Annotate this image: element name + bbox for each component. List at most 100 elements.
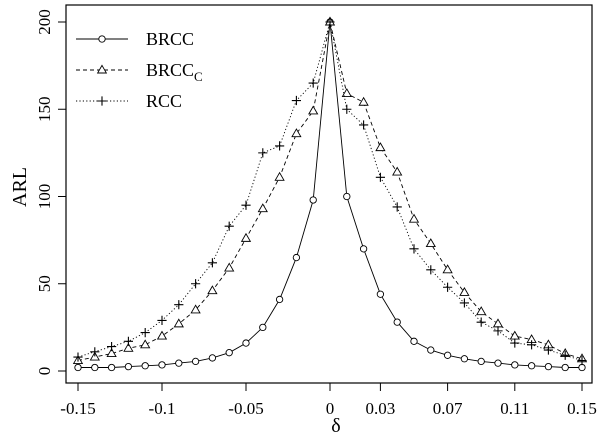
series-3 (73, 17, 587, 366)
data-point (358, 96, 369, 106)
data-point (175, 359, 183, 367)
data-point (242, 339, 250, 347)
data-point (158, 361, 166, 369)
data-point (476, 306, 487, 316)
data-point (543, 345, 553, 355)
x-tick-label: 0.03 (366, 399, 396, 418)
data-point (191, 279, 201, 289)
data-point (275, 141, 285, 151)
data-point (309, 196, 317, 204)
legend-entry: RCC (76, 91, 182, 111)
data-point (460, 355, 469, 363)
data-point (425, 238, 436, 248)
legend-label: BRCCC (146, 60, 203, 84)
series-layer (72, 16, 588, 372)
data-point (141, 362, 149, 370)
data-point (477, 357, 485, 366)
data-point (98, 35, 106, 43)
data-point (375, 142, 386, 152)
y-axis: 0 50 100 150 200 (35, 9, 66, 375)
data-point (561, 363, 569, 372)
data-point (577, 355, 587, 366)
data-point (140, 328, 150, 338)
data-point (343, 192, 351, 201)
data-point (190, 304, 201, 314)
data-point (274, 171, 285, 181)
legend-entry: BRCC (76, 29, 194, 49)
x-axis-title: δ (331, 415, 340, 437)
legend-subscript: C (194, 69, 203, 84)
data-point (292, 253, 301, 262)
x-tick-label: -0.1 (149, 399, 176, 418)
x-axis: -0.15 -0.1 -0.05 0 0.03 0.07 0.11 0.15 (60, 383, 597, 418)
data-point (258, 148, 268, 158)
data-point (123, 336, 133, 346)
x-tick-label: 0 (326, 399, 335, 418)
data-point (341, 88, 352, 97)
y-tick-label: 0 (35, 367, 54, 376)
data-point (410, 337, 418, 345)
x-tick-label: 0.11 (500, 399, 529, 418)
data-point (90, 347, 100, 357)
data-point (443, 351, 452, 359)
data-point (73, 352, 83, 362)
y-axis-title: ARL (9, 167, 31, 207)
y-tick-label: 150 (35, 97, 54, 123)
data-point (308, 78, 318, 88)
data-point (291, 128, 302, 138)
data-point (124, 362, 133, 371)
x-tick-label: 0.15 (567, 399, 597, 418)
data-point (173, 318, 184, 328)
data-point (257, 203, 268, 213)
data-point (442, 264, 453, 274)
data-point (392, 166, 403, 176)
data-point (544, 362, 553, 371)
data-point (492, 318, 504, 328)
data-point (359, 245, 368, 253)
data-point (459, 298, 469, 308)
data-point (511, 361, 519, 369)
legend-label: RCC (146, 91, 182, 111)
data-point (96, 64, 108, 74)
data-point (527, 362, 536, 370)
data-point (494, 359, 502, 367)
data-point (74, 363, 82, 372)
data-point (376, 290, 385, 298)
data-point (224, 221, 234, 231)
data-point (224, 262, 235, 272)
data-point (426, 265, 436, 275)
x-tick-label: -0.05 (228, 399, 263, 418)
data-point (207, 258, 217, 268)
data-point (375, 172, 385, 182)
x-tick-label: 0.07 (433, 399, 463, 418)
data-point (527, 340, 537, 350)
data-point (240, 232, 252, 242)
data-point (140, 339, 151, 349)
data-point (157, 315, 167, 325)
legend: BRCC BRCCC RCC (76, 29, 203, 111)
data-point (510, 338, 520, 348)
data-point (225, 349, 233, 357)
data-point (107, 341, 117, 352)
data-point (509, 330, 520, 340)
data-point (107, 363, 116, 372)
y-tick-label: 100 (35, 184, 54, 210)
data-point (359, 120, 369, 130)
x-tick-label: -0.15 (60, 399, 95, 418)
data-point (409, 244, 419, 254)
data-point (156, 330, 168, 340)
legend-entry: BRCCC (76, 60, 203, 84)
data-point (459, 286, 470, 296)
data-point (476, 317, 486, 327)
data-point (259, 323, 267, 332)
data-point (578, 363, 586, 372)
data-point (291, 95, 301, 106)
data-point (325, 17, 335, 27)
data-point (123, 342, 134, 352)
data-point (106, 348, 117, 357)
data-point (408, 213, 420, 223)
data-point (342, 104, 352, 114)
data-point (191, 357, 200, 366)
data-point (174, 300, 184, 310)
